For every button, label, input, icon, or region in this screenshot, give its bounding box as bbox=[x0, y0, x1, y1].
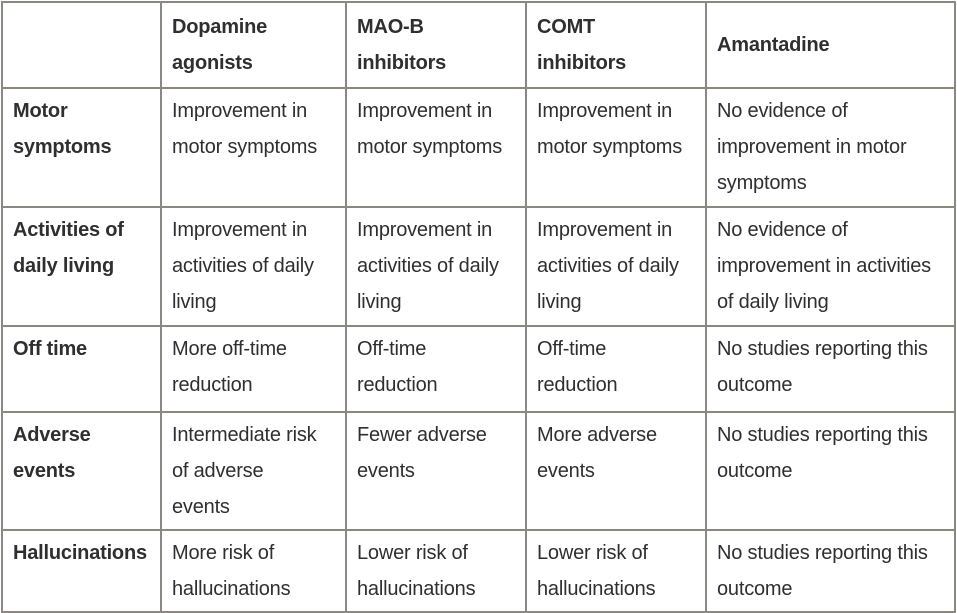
table-cell: No evidence of improvement in activities… bbox=[705, 206, 956, 327]
table-cell: More risk of hallucinations bbox=[160, 529, 347, 613]
table-row-off-time: Off time More off-time reduction Off-tim… bbox=[1, 325, 956, 413]
table-cell: Improvement in activities of daily livin… bbox=[345, 206, 527, 327]
table-cell: Off-time reduction bbox=[525, 325, 707, 413]
row-header-activities-of-daily-living: Activities of daily living bbox=[1, 206, 162, 327]
table-cell: Improvement in activities of daily livin… bbox=[525, 206, 707, 327]
table-cell: No studies reporting this outcome bbox=[705, 411, 956, 531]
table-cell: Improvement in motor symptoms bbox=[160, 87, 347, 208]
column-header-amantadine: Amantadine bbox=[705, 1, 956, 89]
row-header-hallucinations: Hallucinations bbox=[1, 529, 162, 613]
table-cell: Improvement in motor symptoms bbox=[525, 87, 707, 208]
table-cell: Lower risk of hallucinations bbox=[345, 529, 527, 613]
header-row: Dopamine agonists MAO-B inhibitors COMT … bbox=[1, 1, 956, 89]
table-cell: More off-time reduction bbox=[160, 325, 347, 413]
table-row-motor-symptoms: Motor symptoms Improvement in motor symp… bbox=[1, 87, 956, 208]
table-cell: Lower risk of hallucinations bbox=[525, 529, 707, 613]
table-row-adverse-events: Adverse events Intermediate risk of adve… bbox=[1, 411, 956, 531]
table-row-activities-of-daily-living: Activities of daily living Improvement i… bbox=[1, 206, 956, 327]
row-header-adverse-events: Adverse events bbox=[1, 411, 162, 531]
table-cell: More adverse events bbox=[525, 411, 707, 531]
table-cell: Off-time reduction bbox=[345, 325, 527, 413]
table-cell: No studies reporting this outcome bbox=[705, 529, 956, 613]
column-header-maob-inhibitors: MAO-B inhibitors bbox=[345, 1, 527, 89]
table-cell: No studies reporting this outcome bbox=[705, 325, 956, 413]
table-cell: Intermediate risk of adverse events bbox=[160, 411, 347, 531]
column-header-dopamine-agonists: Dopamine agonists bbox=[160, 1, 347, 89]
row-header-motor-symptoms: Motor symptoms bbox=[1, 87, 162, 208]
column-header-comt-inhibitors: COMT inhibitors bbox=[525, 1, 707, 89]
row-header-off-time: Off time bbox=[1, 325, 162, 413]
table-row-hallucinations: Hallucinations More risk of hallucinatio… bbox=[1, 529, 956, 613]
table-cell: Fewer adverse events bbox=[345, 411, 527, 531]
corner-cell bbox=[1, 1, 162, 89]
table-cell: Improvement in activities of daily livin… bbox=[160, 206, 347, 327]
table-cell: No evidence of improvement in motor symp… bbox=[705, 87, 956, 208]
table-cell: Improvement in motor symptoms bbox=[345, 87, 527, 208]
